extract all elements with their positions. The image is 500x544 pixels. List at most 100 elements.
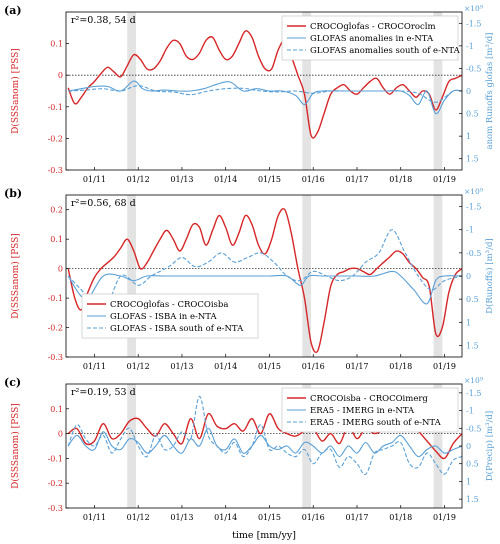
right-tick-label: 0: [466, 272, 471, 281]
shaded-period-3: [433, 195, 443, 357]
x-tick-label: 01/11: [83, 175, 106, 184]
right-tick-label: 0: [466, 442, 471, 451]
left-tick-label: 0.2: [50, 206, 63, 215]
x-tick-label: 01/18: [389, 175, 412, 184]
right-tick-label: -1.5: [466, 389, 481, 398]
series-line-1: [67, 30, 463, 139]
left-tick-label: -0.2: [48, 134, 63, 143]
x-tick-label: 01/12: [127, 362, 150, 371]
series-line-2: [67, 270, 463, 305]
right-axis-label: D(Precip) [m³/d]: [484, 411, 495, 481]
legend: CROCOisba - CROCOimerg ERA5 - IMERG in e-…: [281, 387, 459, 433]
series-line-1: [67, 208, 463, 354]
right-tick-label: -1: [466, 407, 474, 416]
shaded-period-2: [302, 12, 312, 170]
panel-label: (a): [4, 4, 22, 17]
x-tick-label: 01/17: [345, 175, 368, 184]
stats-label: r²=0.19, 53 d: [71, 387, 136, 398]
stats-label: r²=0.56, 68 d: [71, 198, 136, 209]
x-tick-label: 01/19: [433, 175, 456, 184]
left-tick-label: 0.1: [50, 40, 63, 49]
panel-label: (b): [4, 187, 22, 200]
legend-box: [281, 15, 459, 61]
legend-label: GLOFAS anomalies south of e-NTA: [310, 46, 461, 56]
left-tick-label: -0.1: [48, 294, 63, 303]
left-tick-label: -0.3: [48, 166, 63, 175]
series-line-2: [68, 80, 463, 115]
right-axis-multiplier: ×10⁹: [464, 4, 483, 13]
series-line-3: [68, 85, 463, 103]
right-tick-label: 0.5: [466, 110, 479, 119]
right-axis-label: anom Runoffs glofas [m³/d]: [485, 33, 495, 150]
left-tick-label: 0: [58, 71, 63, 80]
x-tick-label: 01/17: [345, 362, 368, 371]
left-tick-label: -0.2: [48, 479, 63, 488]
x-tick-label: 01/13: [170, 513, 193, 522]
left-axis-label: D(SSSanom) [PSS]: [10, 233, 21, 319]
left-tick-label: -0.3: [48, 353, 63, 362]
right-tick-label: -0.5: [466, 249, 481, 258]
right-tick-label: -0.5: [466, 424, 481, 433]
x-tick-label: 01/19: [433, 513, 456, 522]
left-axis-label: D(SSSanom) [PSS]: [10, 403, 21, 489]
right-tick-label: 0.5: [466, 460, 479, 469]
x-tick-label: 01/11: [83, 513, 106, 522]
x-tick-label: 01/16: [302, 175, 325, 184]
x-axis-label: time [mm/yy]: [232, 530, 296, 541]
series-line-3: [67, 229, 463, 314]
right-tick-label: 1: [466, 318, 471, 327]
right-axis-multiplier: ×10⁹: [464, 187, 483, 196]
legend: CROCOglofas - CROCOisba GLOFAS - ISBA in …: [81, 293, 259, 339]
right-tick-label: -1: [466, 42, 474, 51]
right-tick-label: 1.5: [466, 155, 479, 164]
legend-box: [81, 293, 259, 339]
shaded-period-3: [433, 12, 443, 170]
legend-label: GLOFAS - ISBA south of e-NTA: [110, 324, 244, 334]
legend-label: CROCOglofas - CROCOisba: [110, 300, 228, 310]
chart-panel-2: 0.2 0.1 0 -0.1 -0.2 -0.3 -1.5 -1 -0.5 0 0.5 1 1.5 01/…: [4, 187, 495, 371]
legend: CROCOglofas - CROCOroclm GLOFAS anomalies…: [281, 15, 461, 61]
legend-label: ERA5 - IMERG south of e-NTA: [310, 418, 442, 428]
x-tick-label: 01/18: [389, 513, 412, 522]
x-tick-label: 01/19: [433, 362, 456, 371]
left-tick-label: 0.1: [50, 405, 63, 414]
x-tick-label: 01/16: [302, 513, 325, 522]
right-tick-label: 1.5: [466, 495, 479, 504]
x-tick-label: 01/14: [214, 513, 237, 522]
x-tick-label: 01/12: [127, 175, 150, 184]
legend-label: CROCOglofas - CROCOroclm: [310, 22, 436, 32]
x-tick-label: 01/15: [258, 175, 281, 184]
right-axis-label: D(Runoffs) [m³/d]: [484, 238, 495, 313]
right-axis-multiplier: ×10⁹: [464, 376, 483, 385]
x-tick-label: 01/18: [389, 362, 412, 371]
right-tick-label: 0: [466, 87, 471, 96]
legend-label: ERA5 - IMERG in e-NTA: [310, 406, 415, 416]
shaded-period-3: [433, 384, 443, 508]
right-tick-label: -1: [466, 226, 474, 235]
chart-panel-1: 0.1 0 -0.1 -0.2 -0.3 -1.5 -1 -0.5 0 0.5 1 1.5 01/11 0…: [4, 4, 495, 184]
stats-label: r²=0.38, 54 d: [71, 15, 136, 26]
legend-label: GLOFAS - ISBA in e-NTA: [110, 312, 218, 322]
x-tick-label: 01/12: [127, 513, 150, 522]
shaded-period-1: [127, 195, 137, 357]
x-tick-label: 01/17: [345, 513, 368, 522]
right-tick-label: 1.5: [466, 341, 479, 350]
left-tick-label: 0: [58, 265, 63, 274]
left-tick-label: 0: [58, 430, 63, 439]
series-line-3: [67, 395, 463, 476]
x-tick-label: 01/11: [83, 362, 106, 371]
shaded-period-1: [127, 384, 137, 508]
x-tick-label: 01/14: [214, 362, 237, 371]
left-tick-label: -0.3: [48, 504, 63, 513]
legend-box: [281, 387, 459, 433]
right-tick-label: -0.5: [466, 64, 481, 73]
x-tick-label: 01/13: [170, 362, 193, 371]
left-tick-label: 0.1: [50, 235, 63, 244]
right-tick-label: -1.5: [466, 203, 481, 212]
left-axis-label: D(SSSanom) [PSS]: [10, 48, 21, 134]
shaded-period-2: [302, 384, 312, 508]
left-tick-label: -0.1: [48, 103, 63, 112]
series-line-2: [67, 427, 463, 458]
right-tick-label: 0.5: [466, 295, 479, 304]
